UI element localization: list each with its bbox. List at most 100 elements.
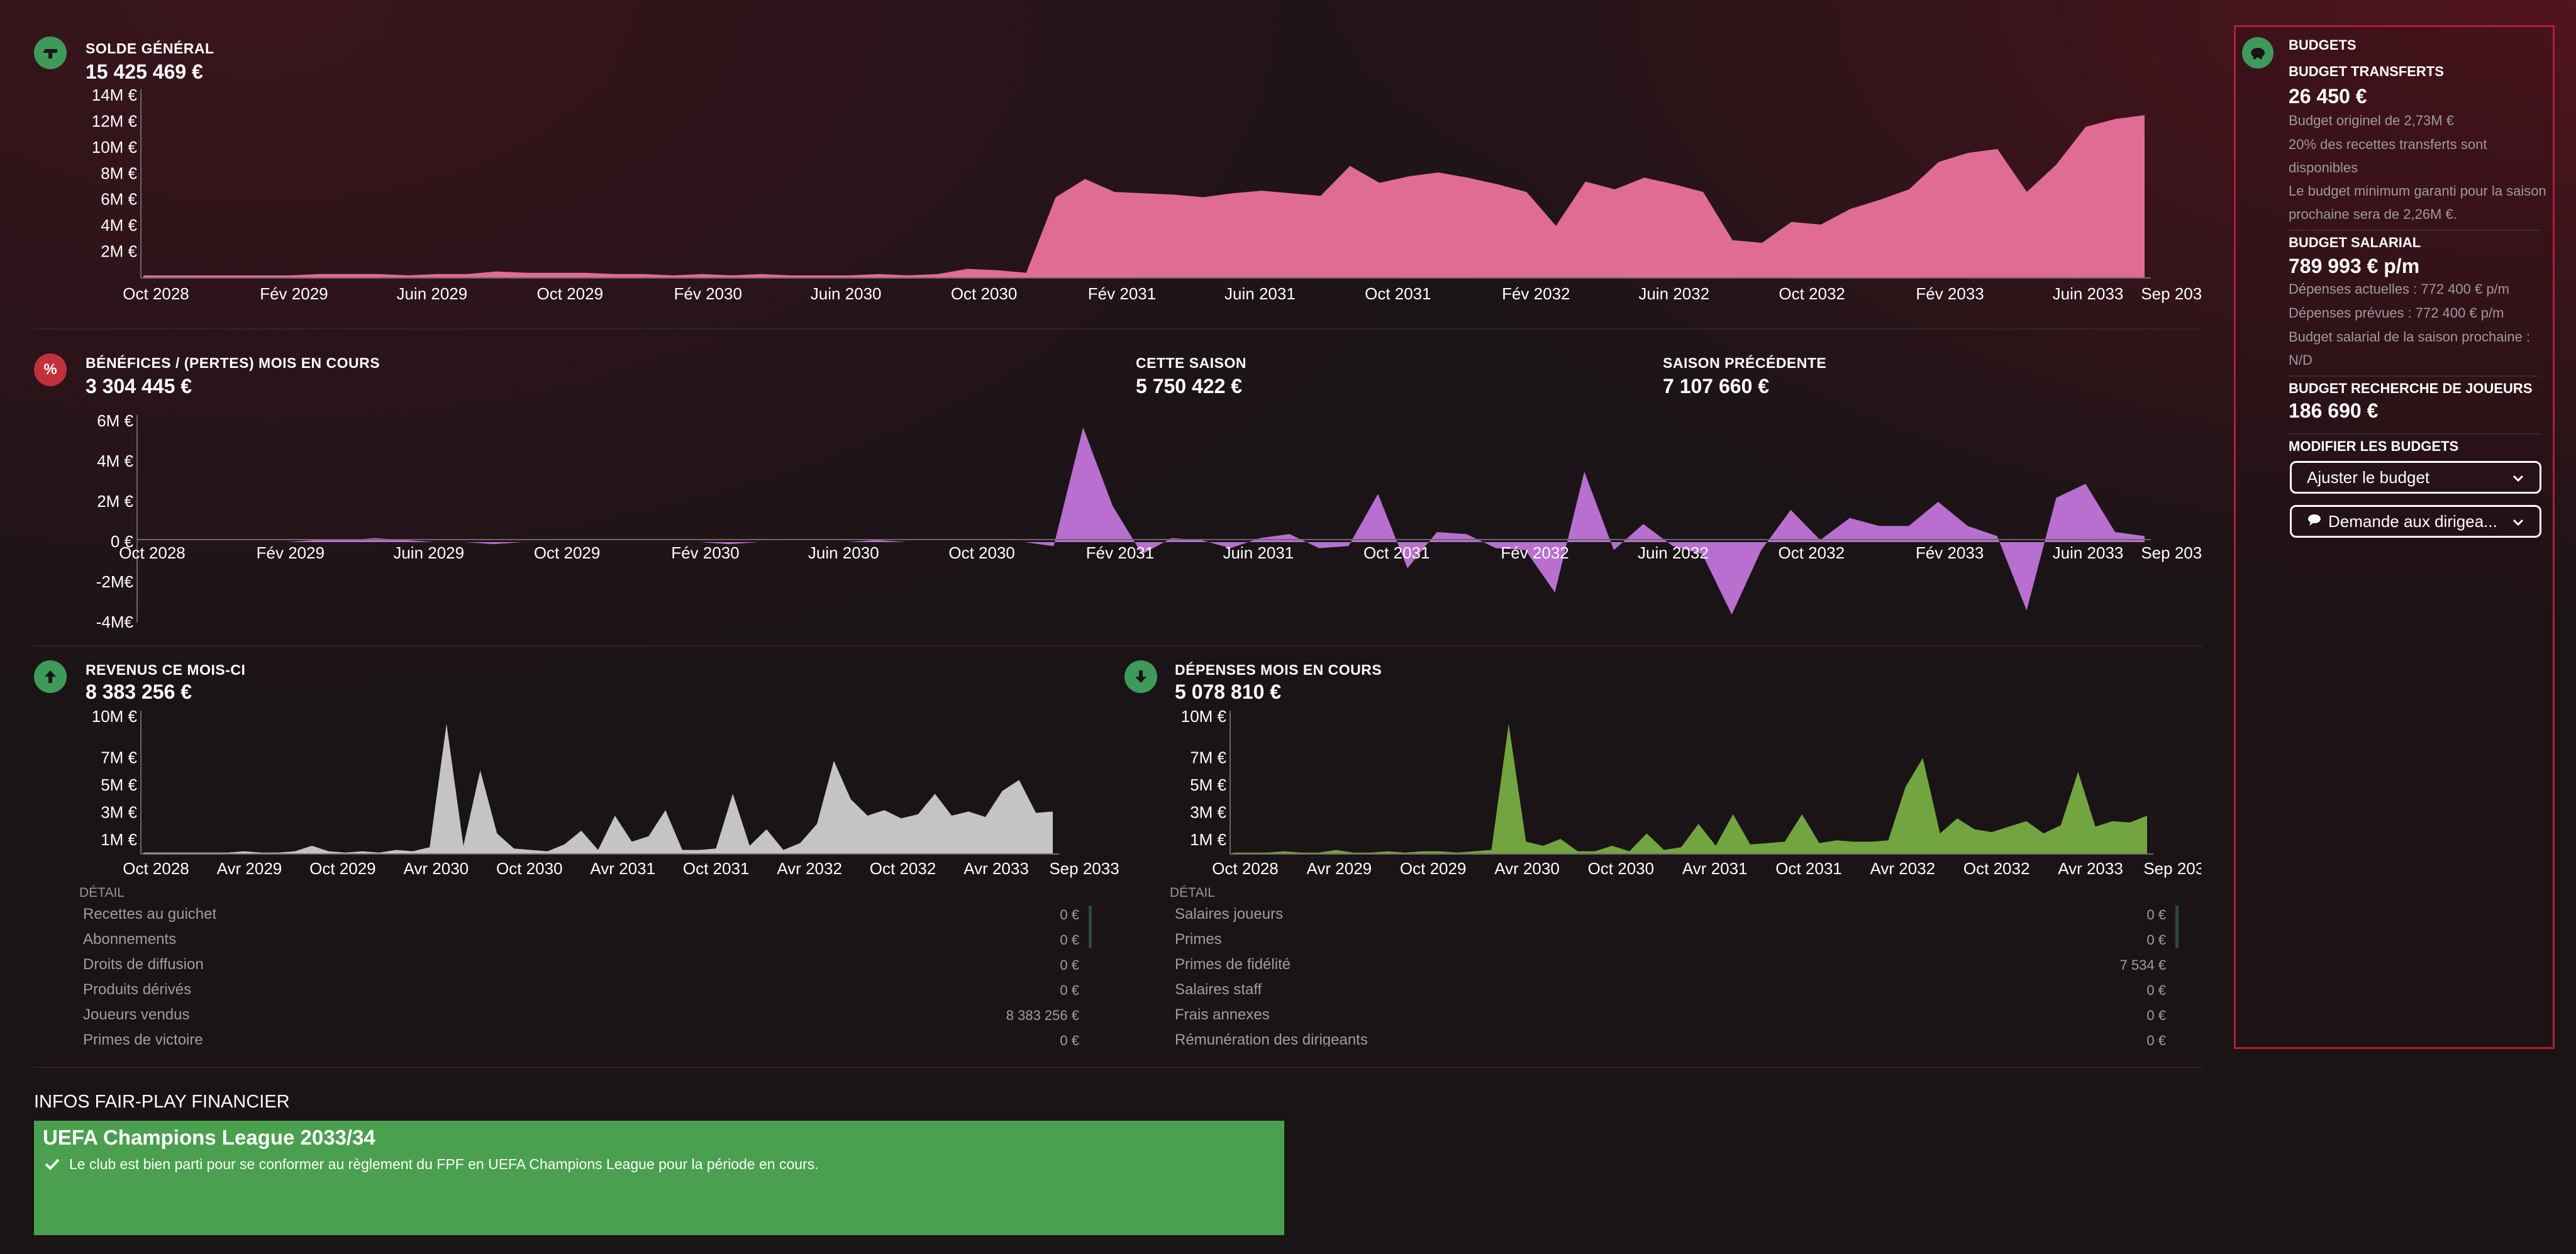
y-tick-label: 3M €: [101, 803, 137, 822]
profit-loss-icon: %: [34, 353, 67, 386]
x-tick-label: Sep 2033: [1049, 859, 1119, 878]
x-tick-label: Oct 2032: [870, 859, 936, 878]
profit-value: 3 304 445 €: [86, 375, 192, 397]
x-tick-label: Oct 2031: [683, 859, 750, 878]
detail-row[interactable]: Joueurs vendus 8 383 256 €: [75, 1004, 1101, 1028]
detail-row-label: Primes: [1175, 931, 1222, 948]
y-tick-label: 2M €: [101, 242, 137, 261]
x-tick-label: Avr 2030: [404, 859, 469, 878]
x-tick-label: Fév 2031: [1086, 543, 1154, 562]
detail-row-amount: 0 €: [1060, 907, 1079, 923]
revenue-title: REVENUS CE MOIS-CI: [86, 662, 246, 678]
fpf-competition: UEFA Champions League 2033/34: [43, 1126, 375, 1149]
revenue-detail-label: DÉTAIL: [79, 885, 125, 900]
x-tick-label: Oct 2031: [1363, 543, 1430, 562]
transfer-note-percent: 20% des recettes transferts sont disponi…: [2289, 136, 2487, 175]
detail-row[interactable]: Salaires staff 0 €: [1167, 979, 2187, 1002]
x-tick-label: Fév 2032: [1501, 543, 1568, 562]
arrow-up-icon: [34, 660, 67, 693]
x-tick-label: Juin 2029: [393, 543, 464, 562]
y-tick-label: 2M €: [97, 492, 133, 511]
y-tick-label: 5M €: [101, 775, 137, 794]
x-tick-label: Juin 2030: [811, 284, 882, 303]
x-tick-label: Oct 2030: [1588, 859, 1655, 878]
salary-budget-value: 789 993 € p/m: [2289, 255, 2420, 277]
transfer-budget-title: BUDGET TRANSFERTS: [2289, 64, 2444, 79]
x-tick-label: Oct 2029: [1400, 859, 1467, 878]
budgets-header: BUDGETS: [2289, 37, 2357, 53]
section-divider: [34, 645, 2202, 646]
y-tick-label: -2M€: [96, 572, 134, 591]
scrollbar-thumb[interactable]: [1089, 906, 1092, 948]
x-tick-label: Sep 2033: [2141, 284, 2201, 303]
section-divider: [34, 1067, 2202, 1068]
x-tick-label: Oct 2028: [1212, 859, 1279, 878]
scrollbar-thumb[interactable]: [2175, 906, 2179, 948]
detail-row[interactable]: Produits dérivés 0 €: [75, 979, 1101, 1002]
balance-title: SOLDE GÉNÉRAL: [86, 40, 214, 57]
detail-row[interactable]: Abonnements 0 €: [75, 928, 1101, 952]
y-tick-label: 4M €: [97, 452, 133, 470]
detail-row-label: Recettes au guichet: [83, 906, 217, 923]
piggy-bank-icon: [2242, 37, 2273, 69]
expenses-value: 5 078 810 €: [1175, 680, 1282, 703]
fpf-section-title: INFOS FAIR-PLAY FINANCIER: [34, 1092, 290, 1112]
x-tick-label: Juin 2033: [2053, 543, 2124, 562]
fpf-message: Le club est bien parti pour se conformer…: [69, 1156, 819, 1172]
salary-note-current: Dépenses actuelles : 772 400 € p/m: [2289, 281, 2510, 297]
expenses-detail-list: Salaires joueurs 0 € Primes 0 € Primes de fi…: [1167, 903, 2187, 1046]
y-tick-label: 8M €: [101, 164, 137, 182]
expenses-title: DÉPENSES MOIS EN COURS: [1175, 662, 1382, 678]
detail-row[interactable]: Salaires joueurs 0 €: [1167, 903, 2187, 927]
x-tick-label: Avr 2030: [1494, 859, 1560, 878]
detail-row-label: Primes de fidélité: [1175, 956, 1291, 973]
x-tick-label: Juin 2032: [1638, 284, 1709, 303]
x-tick-label: Avr 2029: [1307, 859, 1372, 878]
x-tick-label: Fév 2030: [671, 543, 739, 562]
detail-row[interactable]: Primes de victoire 0 €: [75, 1029, 1101, 1046]
x-tick-label: Oct 2028: [123, 859, 189, 878]
detail-row[interactable]: Rémunération des dirigeants 0 €: [1167, 1029, 2187, 1046]
detail-row-amount: 0 €: [2146, 1007, 2166, 1023]
x-tick-label: Juin 2031: [1224, 284, 1296, 303]
request-board-button[interactable]: Demande aux dirigea...: [2290, 505, 2541, 538]
y-tick-label: 5M €: [1190, 775, 1226, 794]
detail-row-amount: 7 534 €: [2119, 957, 2166, 973]
x-tick-label: Juin 2031: [1223, 543, 1294, 562]
detail-row-label: Frais annexes: [1175, 1006, 1270, 1023]
prev-season-value: 7 107 660 €: [1663, 375, 1770, 397]
x-tick-label: Avr 2033: [963, 859, 1029, 878]
fpf-status-box: UEFA Champions League 2033/34 Le club es…: [34, 1121, 1284, 1235]
detail-row[interactable]: Frais annexes 0 €: [1167, 1004, 2187, 1028]
detail-row[interactable]: Primes 0 €: [1167, 928, 2187, 952]
detail-row-amount: 0 €: [1060, 932, 1079, 948]
budget-separator: [2289, 230, 2540, 231]
x-tick-label: Oct 2029: [534, 543, 601, 562]
series-area: [1233, 723, 2147, 854]
x-tick-label: Oct 2030: [948, 543, 1015, 562]
x-tick-label: Oct 2029: [537, 284, 604, 303]
arrow-down-icon: [1124, 660, 1157, 693]
x-tick-label: Fév 2029: [260, 284, 328, 303]
detail-row[interactable]: Primes de fidélité 7 534 €: [1167, 953, 2187, 977]
detail-row[interactable]: Recettes au guichet 0 €: [75, 903, 1101, 927]
budgets-panel: BUDGETS BUDGET TRANSFERTS 26 450 € Budge…: [2234, 25, 2555, 1049]
detail-row-amount: 0 €: [2146, 982, 2166, 998]
revenue-value: 8 383 256 €: [86, 680, 192, 703]
expenses-detail-label: DÉTAIL: [1170, 885, 1215, 900]
adjust-budget-button[interactable]: Ajuster le budget: [2290, 461, 2541, 494]
y-tick-label: 12M €: [92, 111, 138, 130]
detail-row[interactable]: Droits de diffusion 0 €: [75, 953, 1101, 977]
request-board-label: Demande aux dirigea...: [2328, 511, 2497, 531]
y-tick-label: 1M €: [101, 830, 137, 849]
y-tick-label: 10M €: [1181, 707, 1227, 726]
x-tick-label: Oct 2028: [123, 284, 189, 303]
x-tick-label: Fév 2033: [1916, 543, 1984, 562]
expenses-chart: 10M € 7M € 5M € 3M € 1M € Oct 2028 Avr 2029 Oct…: [1181, 707, 2201, 878]
salary-note-next-season: Budget salarial de la saison prochaine :…: [2289, 329, 2531, 368]
season-title: CETTE SAISON: [1136, 355, 1246, 371]
detail-row-amount: 0 €: [2146, 907, 2166, 923]
salary-budget-title: BUDGET SALARIAL: [2289, 235, 2421, 250]
x-tick-label: Sep 2033: [2141, 543, 2201, 562]
series-area: [143, 723, 1053, 854]
